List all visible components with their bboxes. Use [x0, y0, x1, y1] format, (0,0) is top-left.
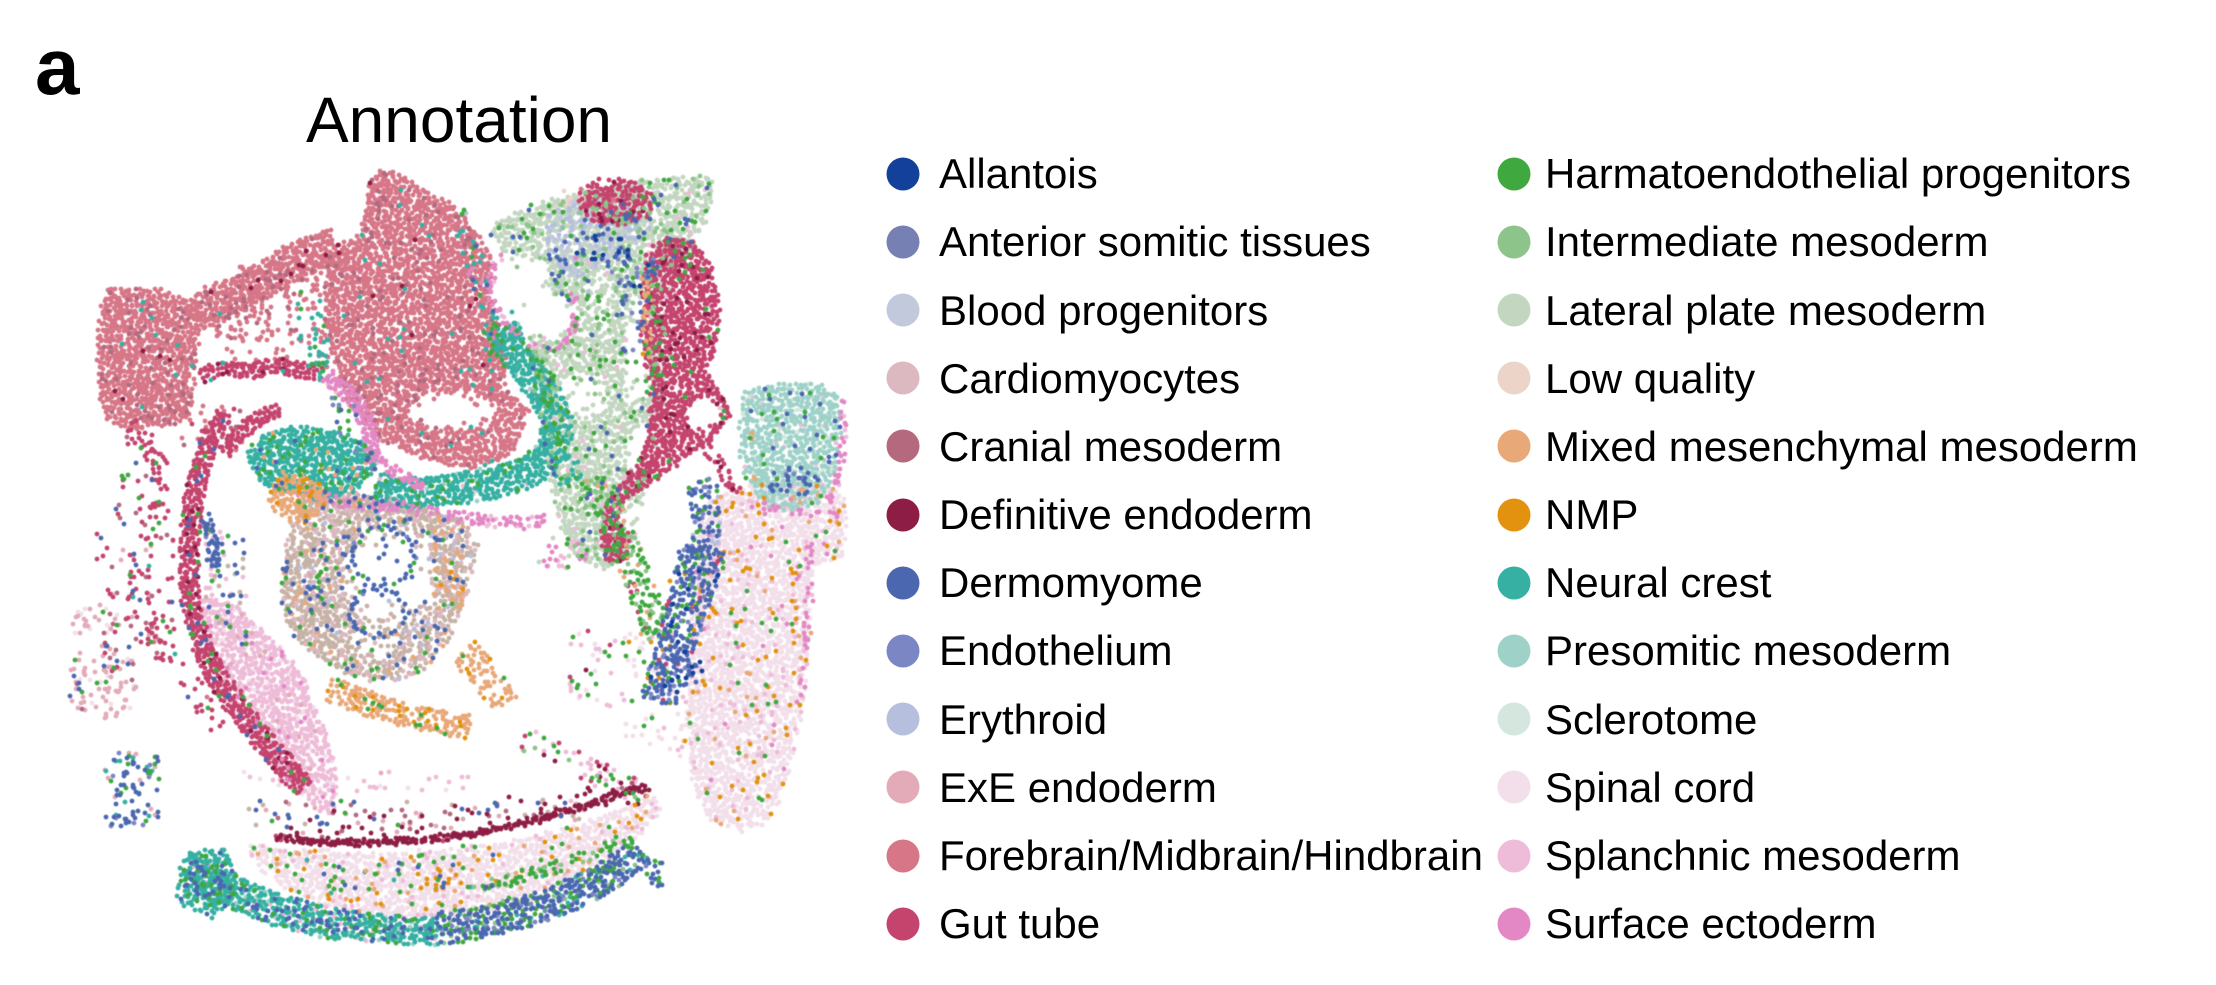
svg-text:Endothelium: Endothelium — [939, 627, 1172, 674]
svg-text:Intermediate mesoderm: Intermediate mesoderm — [1545, 218, 1989, 265]
svg-text:Forebrain/Midbrain/Hindbrain: Forebrain/Midbrain/Hindbrain — [939, 832, 1483, 879]
svg-text:Lateral plate mesoderm: Lateral plate mesoderm — [1545, 287, 1986, 334]
svg-text:Allantois: Allantois — [939, 150, 1098, 197]
svg-text:Anterior somitic tissues: Anterior somitic tissues — [939, 218, 1371, 265]
svg-text:Neural crest: Neural crest — [1545, 559, 1772, 606]
svg-text:Spinal cord: Spinal cord — [1545, 764, 1755, 811]
svg-text:a: a — [35, 22, 80, 111]
svg-text:Gut tube: Gut tube — [939, 900, 1100, 947]
svg-text:Presomitic mesoderm: Presomitic mesoderm — [1545, 627, 1951, 674]
svg-text:Annotation: Annotation — [306, 84, 612, 156]
svg-text:Definitive endoderm: Definitive endoderm — [939, 491, 1313, 538]
svg-text:Splanchnic mesoderm: Splanchnic mesoderm — [1545, 832, 1961, 879]
svg-text:Erythroid: Erythroid — [939, 696, 1107, 743]
svg-text:Harmatoendothelial progenitors: Harmatoendothelial progenitors — [1545, 150, 2131, 197]
svg-text:Cardiomyocytes: Cardiomyocytes — [939, 355, 1240, 402]
svg-text:Mixed mesenchymal mesoderm: Mixed mesenchymal mesoderm — [1545, 423, 2138, 470]
svg-text:Surface ectoderm: Surface ectoderm — [1545, 900, 1877, 947]
svg-text:Dermomyome: Dermomyome — [939, 559, 1203, 606]
svg-text:Sclerotome: Sclerotome — [1545, 696, 1757, 743]
svg-text:Cranial mesoderm: Cranial mesoderm — [939, 423, 1282, 470]
svg-text:Low quality: Low quality — [1545, 355, 1755, 402]
svg-text:ExE endoderm: ExE endoderm — [939, 764, 1217, 811]
svg-text:Blood progenitors: Blood progenitors — [939, 287, 1268, 334]
svg-text:NMP: NMP — [1545, 491, 1638, 538]
